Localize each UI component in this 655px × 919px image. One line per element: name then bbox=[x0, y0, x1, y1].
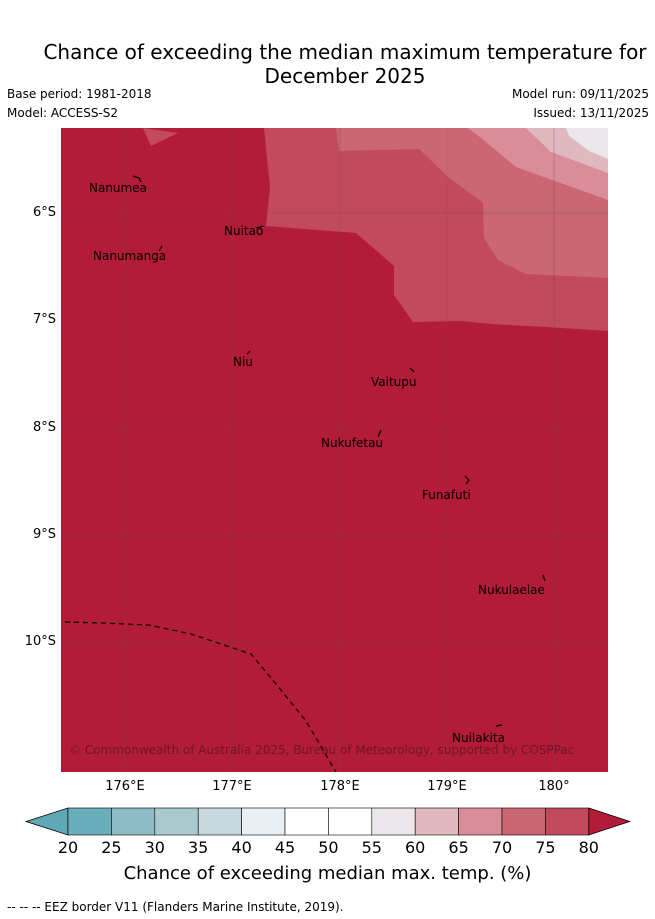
title-line-2: December 2025 bbox=[264, 64, 426, 88]
colorbar-tick-label: 45 bbox=[274, 838, 296, 857]
colorbar-tick-label: 70 bbox=[491, 838, 513, 857]
colorbar-tick-label: 75 bbox=[535, 838, 556, 857]
lon-label: 179°E bbox=[427, 779, 467, 794]
region-small-75-80 bbox=[143, 128, 178, 146]
colorbar-cell bbox=[414, 807, 459, 836]
island-shapes bbox=[132, 175, 546, 727]
graticule bbox=[61, 128, 608, 772]
island-label-nanumanga: Nanumanga bbox=[93, 249, 167, 263]
colorbar-extend-low bbox=[24, 807, 69, 836]
colorbar-tick-label: 55 bbox=[361, 838, 382, 857]
model-run: Model run: 09/11/2025 bbox=[511, 87, 649, 101]
lat-label: 6°S bbox=[32, 205, 56, 220]
colorbar-tick-label: 80 bbox=[578, 838, 599, 857]
colorbar-label: Chance of exceeding median max. temp. (%… bbox=[123, 863, 532, 884]
model-name: Model: ACCESS-S2 bbox=[7, 106, 119, 120]
lat-label: 9°S bbox=[32, 527, 56, 542]
lat-label: 8°S bbox=[32, 420, 56, 435]
colorbar-cell bbox=[241, 807, 286, 836]
island-label-niu: Niu bbox=[233, 355, 253, 369]
base-period: Base period: 1981-2018 bbox=[7, 87, 152, 101]
map-panel bbox=[61, 128, 608, 772]
colorbar-cell bbox=[284, 807, 329, 836]
colorbar-cell bbox=[154, 807, 199, 836]
island-label-nukufetau: Nukufetau bbox=[321, 436, 384, 450]
colorbar-tick-label: 25 bbox=[101, 838, 122, 857]
colorbar-extend-high bbox=[588, 807, 632, 836]
island-label-funafuti: Funafuti bbox=[422, 488, 471, 502]
map-svg bbox=[61, 128, 608, 772]
colorbar-tick-label: 30 bbox=[144, 838, 165, 857]
lon-label: 180° bbox=[538, 779, 570, 794]
colorbar-cell bbox=[501, 807, 546, 836]
colorbar-cell bbox=[67, 807, 112, 836]
colorbar-cell bbox=[371, 807, 416, 836]
island-label-nukulaelae: Nukulaelae bbox=[478, 583, 545, 597]
island-label-vaitupu: Vaitupu bbox=[371, 375, 417, 389]
lon-label: 177°E bbox=[212, 779, 252, 794]
lat-label: 10°S bbox=[24, 634, 56, 649]
colorbar bbox=[24, 807, 632, 841]
colorbar-tick-label: 65 bbox=[448, 838, 469, 857]
island-label-nuitao: Nuitao bbox=[224, 224, 264, 238]
colorbar-tick-label: 40 bbox=[231, 838, 252, 857]
colorbar-cell bbox=[545, 807, 590, 836]
lat-label: 7°S bbox=[32, 312, 56, 327]
eez-legend: -- -- -- EEZ border V11 (Flanders Marine… bbox=[7, 900, 344, 914]
lon-label: 176°E bbox=[105, 779, 145, 794]
issued-date: Issued: 13/11/2025 bbox=[533, 106, 649, 120]
island-label-nanumea: Nanumea bbox=[89, 181, 147, 195]
colorbar-svg bbox=[24, 807, 632, 836]
colorbar-tick-label: 50 bbox=[318, 838, 339, 857]
colorbar-cell bbox=[197, 807, 242, 836]
colorbar-tick-label: 35 bbox=[188, 838, 209, 857]
region-55-60 bbox=[566, 128, 608, 159]
lon-label: 178°E bbox=[320, 779, 360, 794]
colorbar-cell bbox=[328, 807, 373, 836]
colorbar-tick-label: 60 bbox=[405, 838, 426, 857]
colorbar-cell bbox=[111, 807, 156, 836]
island-label-nuilakita: Nuilakita bbox=[452, 731, 505, 745]
title-line-1: Chance of exceeding the median maximum t… bbox=[43, 40, 647, 64]
copyright-notice: © Commonwealth of Australia 2025, Bureau… bbox=[69, 743, 575, 757]
colorbar-cell bbox=[458, 807, 503, 836]
map-title: Chance of exceeding the median maximum t… bbox=[0, 40, 655, 88]
colorbar-tick-label: 20 bbox=[57, 838, 79, 857]
